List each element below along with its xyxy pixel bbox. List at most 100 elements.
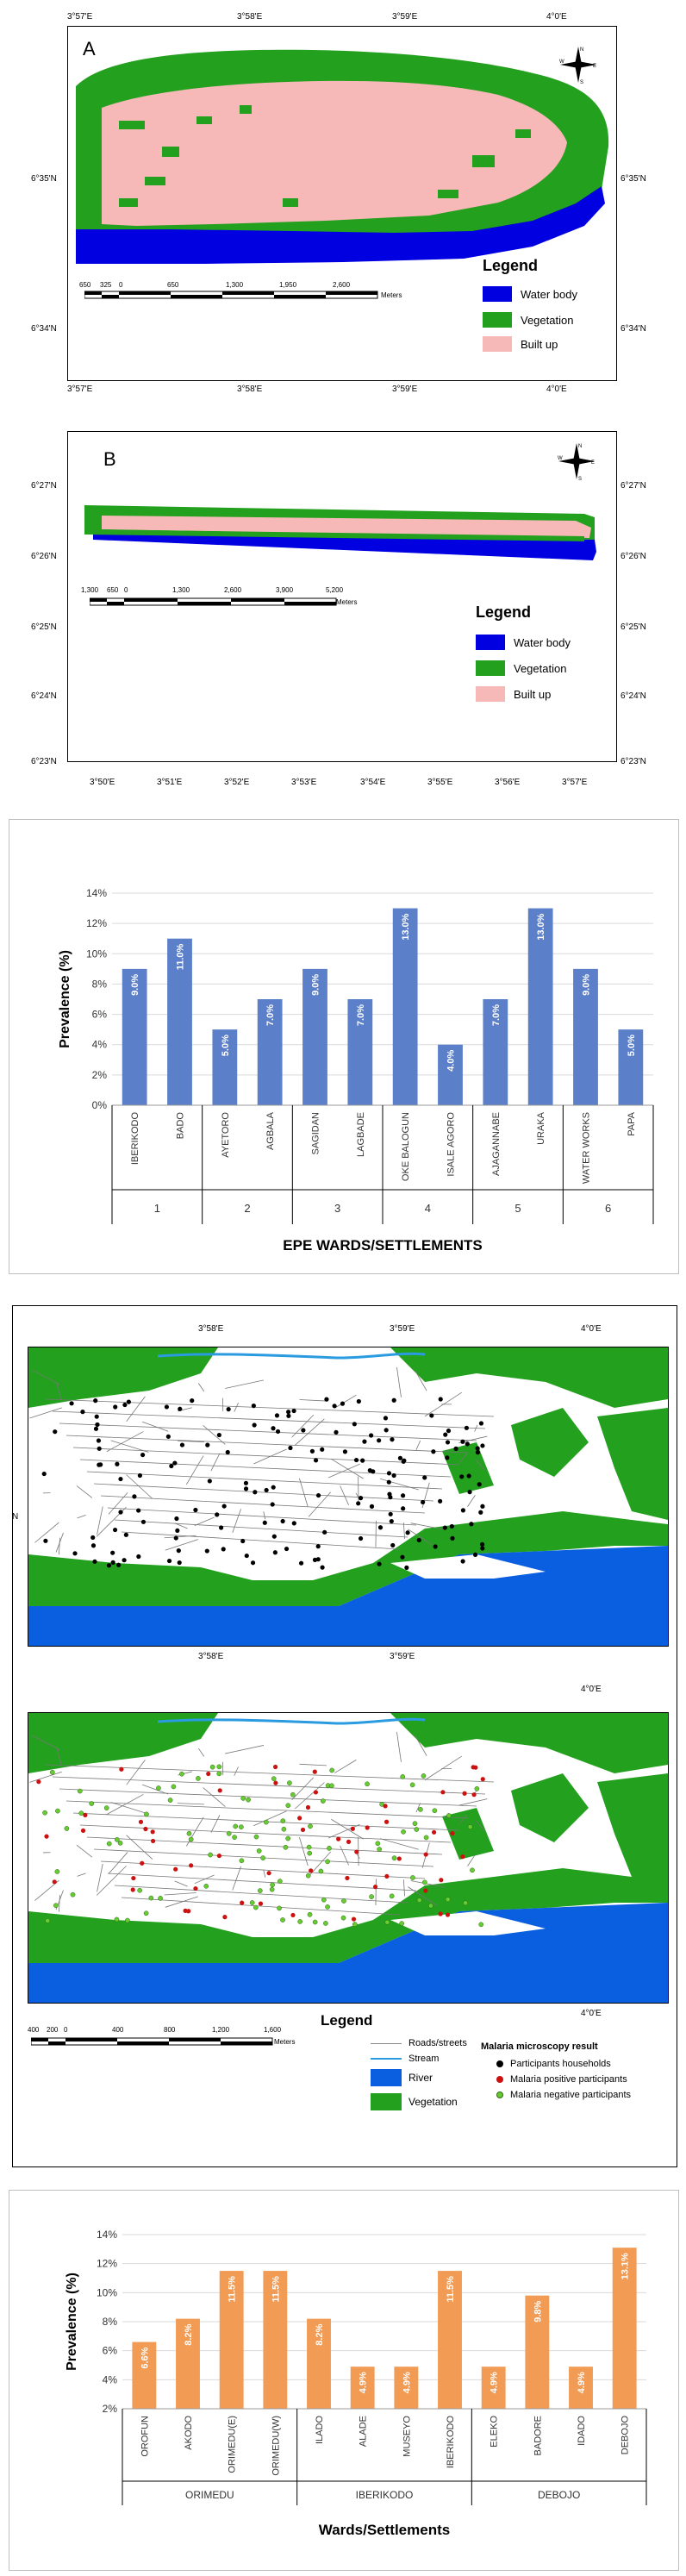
- participant-point: [280, 1818, 286, 1823]
- participant-point: [350, 1826, 355, 1831]
- participant-point: [116, 1562, 122, 1567]
- participant-point: [463, 1900, 468, 1906]
- road-line: [197, 1383, 205, 1392]
- participant-point: [239, 1858, 245, 1864]
- participant-point: [480, 1443, 485, 1448]
- participant-point: [122, 1402, 128, 1408]
- participant-point: [106, 1563, 112, 1568]
- participant-point: [36, 1779, 41, 1785]
- category-label: OROFUN: [140, 2416, 150, 2457]
- participant-point: [384, 1919, 390, 1925]
- road-line: [327, 1463, 360, 1479]
- map-b-scale-label: 2,600: [224, 586, 242, 594]
- chart1-svg: 0% 2% 4% 6% 8% 10% 12% 14% Prevalence (%) 9.0% IBE…: [58, 887, 654, 1254]
- participant-point: [421, 1773, 427, 1779]
- map-c-scale-label: 400: [28, 2026, 40, 2034]
- road-line: [225, 1379, 265, 1389]
- road-line: [294, 1782, 325, 1810]
- road-line: [59, 1422, 477, 1441]
- participant-point: [391, 1472, 396, 1479]
- road-line: [194, 1516, 215, 1527]
- bar: [569, 2367, 593, 2409]
- participant-point: [122, 1558, 127, 1563]
- participant-point: [222, 1915, 228, 1920]
- participant-point: [384, 1428, 389, 1433]
- chart2-svg: 2% 4% 6% 8% 10% 12% 14% Prevalence (%) 6.6% OROFU…: [65, 2229, 647, 2538]
- map-a-legend-row: Built up: [483, 336, 558, 352]
- participant-point: [464, 1425, 470, 1430]
- road-line: [299, 1763, 327, 1766]
- map-c-scale-unit: Meters: [274, 2038, 296, 2046]
- road-line: [458, 1798, 488, 1806]
- participant-point: [450, 1830, 455, 1836]
- road-line: [194, 1874, 215, 1885]
- participant-point: [271, 1534, 277, 1539]
- participant-point: [327, 1846, 332, 1851]
- participant-point: [277, 1905, 282, 1911]
- participant-point: [188, 1836, 194, 1842]
- participant-point: [179, 1442, 185, 1447]
- y-tick-label: 8%: [103, 2316, 118, 2328]
- participant-point: [449, 1523, 454, 1529]
- road-line: [121, 1897, 400, 1916]
- participant-point: [144, 1811, 149, 1817]
- participant-point: [262, 1520, 267, 1525]
- participant-point: [298, 1560, 304, 1566]
- map-c-legend-row: Participants households: [496, 2059, 611, 2069]
- participant-point: [98, 1462, 103, 1467]
- participant-point: [399, 1921, 405, 1926]
- group-label: 5: [514, 1202, 521, 1215]
- group-label: DEBOJO: [538, 2489, 580, 2501]
- participant-point: [372, 1885, 378, 1890]
- map-b-left-tick: 6°27'N: [31, 481, 57, 491]
- road-line: [65, 1800, 469, 1819]
- participant-point: [312, 1769, 317, 1774]
- participant-point: [290, 1912, 296, 1918]
- participant-point: [401, 1459, 406, 1464]
- participant-point: [324, 1397, 329, 1402]
- participant-point: [143, 1910, 149, 1916]
- participant-point: [365, 1825, 370, 1830]
- participant-point: [423, 1852, 428, 1857]
- participant-point: [136, 1554, 141, 1560]
- participant-point: [309, 1868, 314, 1873]
- map-a-scale-label: 1,950: [279, 281, 297, 289]
- participant-point: [460, 1439, 465, 1444]
- bar: [527, 908, 553, 1105]
- group-label: ORIMEDU: [185, 2489, 234, 2501]
- road-line: [408, 1529, 438, 1548]
- road-line: [55, 1746, 62, 1766]
- group-label: IBERIKODO: [356, 2489, 414, 2501]
- participant-point: [240, 1796, 246, 1801]
- participant-point: [340, 1401, 346, 1406]
- road-line: [65, 1435, 469, 1454]
- participant-point: [309, 1448, 315, 1454]
- map-a-scale-label: 1,300: [226, 281, 244, 289]
- map-a-top-tick: 3°59'E: [392, 12, 418, 22]
- road-line: [52, 1776, 486, 1795]
- participant-point: [313, 1458, 319, 1463]
- participant-point: [193, 1885, 198, 1891]
- bar: [483, 999, 508, 1105]
- participant-point: [253, 1490, 258, 1495]
- map-b-scale-label: 650: [107, 586, 119, 594]
- participant-point: [383, 1416, 389, 1421]
- road-line: [396, 1366, 402, 1397]
- category-label: ISALE AGORO: [446, 1112, 457, 1177]
- participant-point: [240, 1900, 245, 1905]
- map-a-legend-title: Legend: [483, 257, 539, 274]
- bar-value-label: 5.0%: [221, 1035, 231, 1056]
- map-c-scale-label: 1,600: [264, 2026, 282, 2034]
- bar-value-label: 4.9%: [359, 2372, 369, 2393]
- participant-point: [137, 1472, 142, 1479]
- participant-point: [297, 1919, 303, 1924]
- participant-point: [217, 1788, 222, 1793]
- map-c-legend-right-title: Malaria microscopy result: [481, 2041, 598, 2052]
- road-line: [32, 1735, 61, 1751]
- map-c-mid-tick: 3°59'E: [390, 1652, 415, 1661]
- road-line: [415, 1440, 421, 1450]
- map-b-scale-label: 0: [124, 586, 128, 594]
- legend-label: Vegetation: [514, 661, 567, 675]
- map-a-bottom-tick: 3°57'E: [67, 385, 93, 394]
- participant-point: [377, 1847, 383, 1852]
